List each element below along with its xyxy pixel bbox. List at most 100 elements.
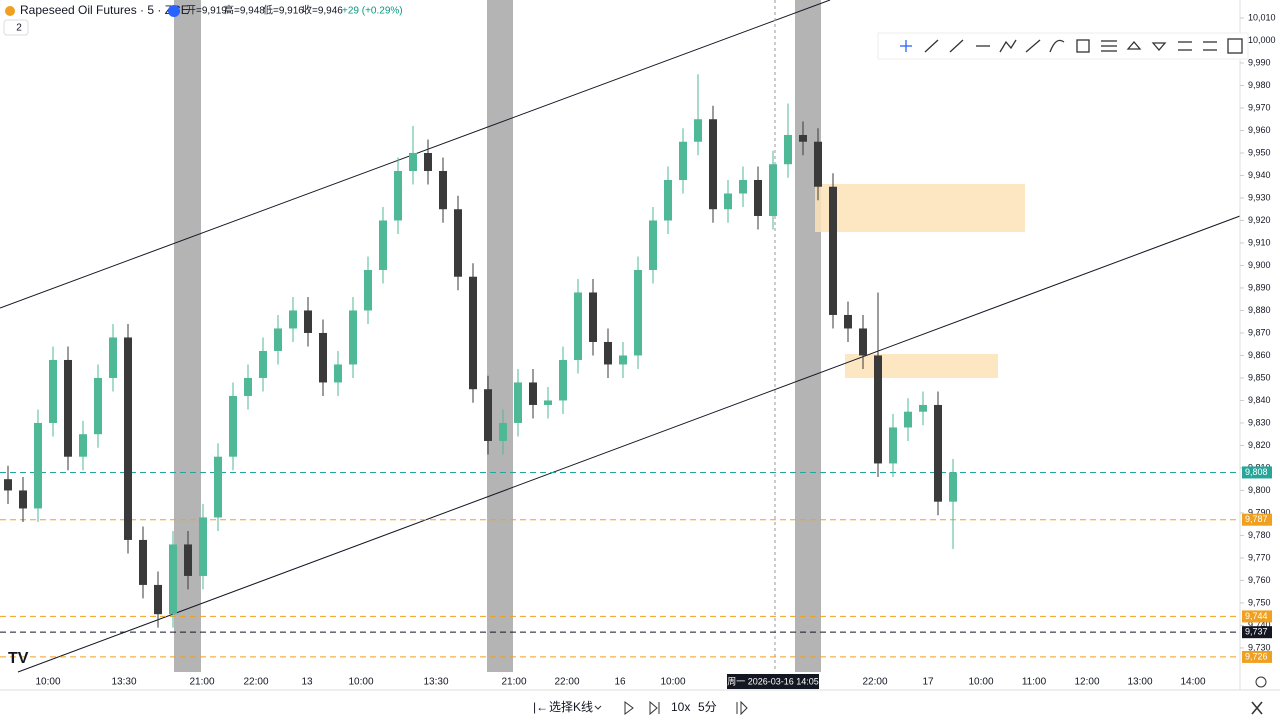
crosshair-label: 周一 2026-03-16 14:05: [727, 676, 819, 686]
dropdown-arrow[interactable]: [594, 705, 602, 710]
step-button[interactable]: [649, 700, 660, 716]
session-band: [487, 0, 513, 672]
y-tick-label: 9,920: [1248, 215, 1271, 225]
indicator-toggle[interactable]: [3, 19, 29, 36]
x-tick-label: 16: [614, 677, 626, 688]
candle-body: [664, 179, 672, 221]
y-tick-label: 9,860: [1248, 350, 1271, 360]
candle-body: [559, 359, 567, 401]
x-tick-label: 22:00: [243, 677, 268, 688]
price-badge: [1242, 466, 1272, 479]
y-tick-label: 9,960: [1248, 125, 1271, 135]
y-tick-label: 9,950: [1248, 147, 1271, 157]
x-tick-label: 13: [301, 677, 313, 688]
candle-body: [229, 395, 237, 457]
y-tick-label: 9,740: [1248, 620, 1271, 630]
ohlc-close: 收=9,946: [302, 4, 343, 17]
toolbar-icons[interactable]: [900, 38, 1243, 54]
candle-body: [649, 220, 657, 270]
interval-button[interactable]: 5分: [698, 700, 717, 714]
candle-body: [139, 539, 147, 585]
candle-body: [739, 179, 747, 194]
candle-body: [574, 292, 582, 360]
x-tick-label: 22:00: [862, 677, 887, 688]
candle-body: [754, 179, 762, 216]
candle-body: [829, 186, 837, 315]
x-tick-label: 12:00: [1074, 677, 1099, 688]
y-tick-label: 9,940: [1248, 170, 1271, 180]
ohlc-change: +29 (+0.29%): [342, 6, 403, 17]
x-tick-label: 21:00: [189, 677, 214, 688]
candle-body: [424, 152, 432, 171]
ohlc-open: 开=9,919: [186, 6, 227, 17]
candle-body: [469, 276, 477, 390]
candle-body: [394, 170, 402, 221]
price-badge: [1242, 513, 1272, 526]
y-tick-label: 9,830: [1248, 417, 1271, 427]
y-tick-label: 9,730: [1248, 642, 1271, 652]
x-tick-label: 13:00: [1127, 677, 1152, 688]
candle-body: [529, 382, 537, 405]
y-tick-label: 10,010: [1248, 12, 1276, 22]
candle-body: [874, 355, 882, 464]
jump-button[interactable]: [736, 700, 748, 716]
candle-body: [784, 134, 792, 165]
candle-body: [19, 490, 27, 509]
candle-body: [949, 472, 957, 502]
y-tick-label: 9,900: [1248, 260, 1271, 270]
y-tick-label: 9,910: [1248, 237, 1271, 247]
x-tick-label: 14:00: [1180, 677, 1205, 688]
price-badge: [1242, 626, 1272, 639]
candle-body: [349, 310, 357, 365]
candle-body: [499, 422, 507, 441]
select-bar-button[interactable]: 选择K线: [549, 700, 593, 714]
ohlc-low: 低=9,916: [263, 4, 304, 17]
candle-body: [124, 337, 132, 540]
candle-body: [619, 355, 627, 365]
y-tick-label: 9,820: [1248, 440, 1271, 450]
candle-body: [709, 119, 717, 210]
candle-body: [799, 134, 807, 142]
candle-body: [199, 517, 207, 576]
indicator-count[interactable]: 2: [16, 23, 22, 34]
y-tick-label: 9,890: [1248, 282, 1271, 292]
trend-line: [17, 215, 1241, 673]
close-button[interactable]: [1251, 701, 1263, 715]
speed-button[interactable]: 10x: [671, 700, 690, 714]
x-tick-label: 13:30: [423, 677, 448, 688]
candle-body: [514, 382, 522, 423]
settings-button[interactable]: [1255, 676, 1267, 688]
candle-body: [484, 389, 492, 441]
candle-body: [79, 434, 87, 457]
candle-body: [259, 350, 267, 378]
logo: TV: [8, 650, 29, 667]
x-tick-label: 17: [922, 677, 934, 688]
candle-body: [184, 544, 192, 576]
price-badge-label: 9,744: [1245, 611, 1268, 621]
play-button[interactable]: [624, 701, 634, 715]
price-badge-label: 9,808: [1245, 467, 1268, 477]
x-tick-label: 21:00: [501, 677, 526, 688]
y-tick-label: 9,840: [1248, 395, 1271, 405]
x-tick-label: 10:00: [35, 677, 60, 688]
y-tick-label: 9,880: [1248, 305, 1271, 315]
candle-body: [589, 292, 597, 342]
toolbar-icon[interactable]: |←: [533, 700, 548, 714]
y-tick-label: 9,750: [1248, 597, 1271, 607]
candle-body: [409, 152, 417, 171]
candle-body: [859, 328, 867, 356]
price-badge-label: 9,726: [1245, 651, 1268, 661]
x-tick-label: 22:00: [554, 677, 579, 688]
candle-body: [364, 269, 372, 311]
candle-body: [34, 422, 42, 509]
candle-body: [244, 377, 252, 396]
x-tick-label: 13:30: [111, 677, 136, 688]
candle-body: [304, 310, 312, 333]
symbol-icon: [5, 6, 15, 16]
y-tick-label: 9,850: [1248, 372, 1271, 382]
candle-body: [274, 328, 282, 351]
crosshair-label-bg: [727, 674, 819, 689]
zone: [815, 184, 1025, 232]
candle-body: [379, 220, 387, 270]
